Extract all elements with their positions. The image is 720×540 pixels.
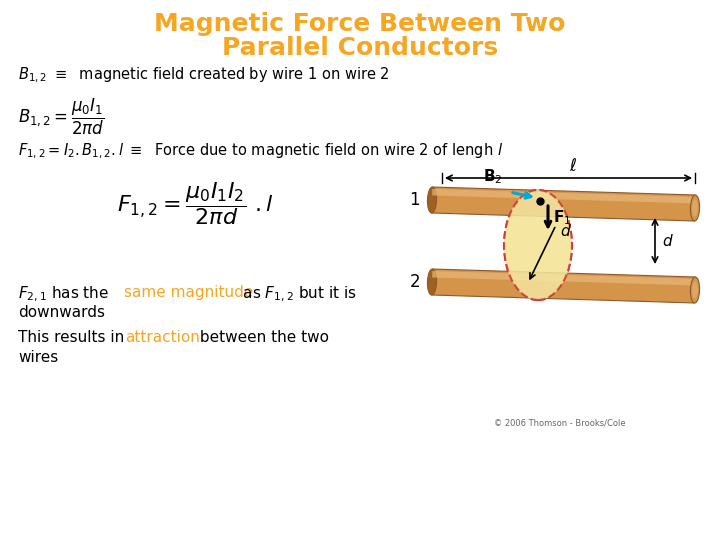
Text: $\mathbf{B}_2$: $\mathbf{B}_2$ xyxy=(482,167,502,186)
Ellipse shape xyxy=(428,187,436,213)
Ellipse shape xyxy=(692,281,698,299)
Text: Parallel Conductors: Parallel Conductors xyxy=(222,36,498,60)
Ellipse shape xyxy=(692,200,698,217)
Ellipse shape xyxy=(690,195,700,221)
Text: $d$: $d$ xyxy=(662,233,674,249)
Ellipse shape xyxy=(504,190,572,300)
Text: $B_{1,2}\ \equiv\ $ magnetic field created by wire 1 on wire 2: $B_{1,2}\ \equiv\ $ magnetic field creat… xyxy=(18,66,390,85)
Text: $B_{1,2} = \dfrac{\mu_0 I_1}{2\pi d}$: $B_{1,2} = \dfrac{\mu_0 I_1}{2\pi d}$ xyxy=(18,97,104,137)
Text: wires: wires xyxy=(18,350,58,365)
Polygon shape xyxy=(432,189,696,204)
Text: $F_{1,2} = I_2 . B_{1,2} . l\ \equiv\ $ Force due to magnetic field on wire 2 of: $F_{1,2} = I_2 . B_{1,2} . l\ \equiv\ $ … xyxy=(18,142,503,161)
Text: $\ell$: $\ell$ xyxy=(570,157,577,175)
Ellipse shape xyxy=(428,269,436,295)
Text: same magnitude: same magnitude xyxy=(124,285,253,300)
Ellipse shape xyxy=(690,277,700,303)
Text: This results in: This results in xyxy=(18,330,129,345)
Polygon shape xyxy=(432,271,696,286)
Text: $\mathbf{F}_1$: $\mathbf{F}_1$ xyxy=(553,208,571,227)
Text: $F_{1,2} = \dfrac{\mu_0 I_1 I_2}{2\pi d}\ .l$: $F_{1,2} = \dfrac{\mu_0 I_1 I_2}{2\pi d}… xyxy=(117,180,274,227)
Polygon shape xyxy=(431,269,696,303)
Text: © 2006 Thomson - Brooks/Cole: © 2006 Thomson - Brooks/Cole xyxy=(494,419,626,428)
Text: Magnetic Force Between Two: Magnetic Force Between Two xyxy=(154,12,566,36)
Text: attraction: attraction xyxy=(125,330,200,345)
Polygon shape xyxy=(431,187,696,221)
Text: $d$: $d$ xyxy=(560,223,572,239)
Text: between the two: between the two xyxy=(195,330,329,345)
Text: downwards: downwards xyxy=(18,305,105,320)
Text: 2: 2 xyxy=(410,273,420,291)
Text: as $F_{1,2}$ but it is: as $F_{1,2}$ but it is xyxy=(238,285,357,305)
Ellipse shape xyxy=(504,190,572,300)
Text: $F_{2,1}$ has the: $F_{2,1}$ has the xyxy=(18,285,110,305)
Text: 1: 1 xyxy=(410,191,420,209)
